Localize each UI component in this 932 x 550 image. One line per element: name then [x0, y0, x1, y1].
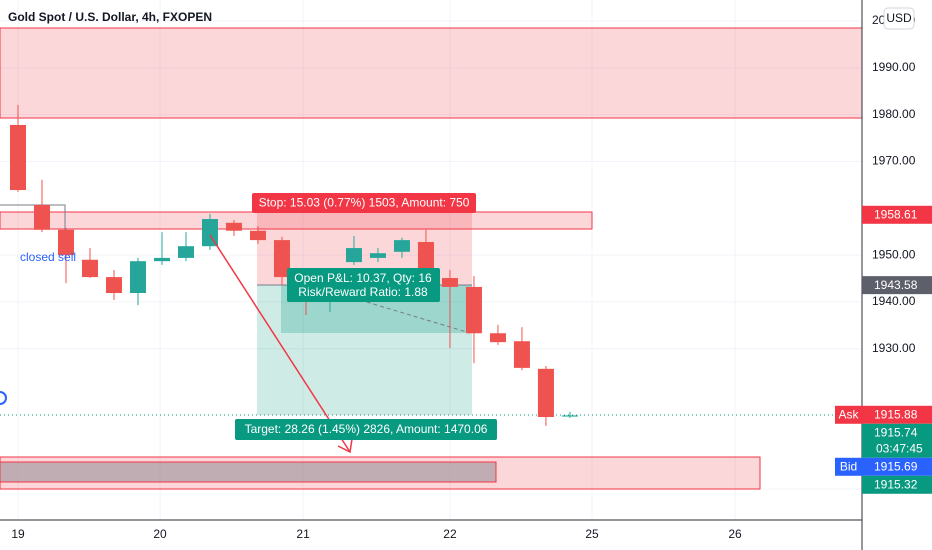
x-tick-label: 19	[11, 527, 25, 541]
candle-body	[153, 257, 170, 262]
candle-body	[225, 222, 242, 231]
candle-body	[105, 277, 122, 293]
candle-body	[57, 229, 74, 256]
closed-label: closed sell	[20, 250, 76, 264]
candle-body	[513, 341, 530, 368]
candle-body	[345, 248, 362, 263]
candle-body	[489, 333, 506, 343]
price-label: 1958.61	[874, 207, 918, 221]
resistance-zone	[0, 27, 863, 119]
price-label-box	[862, 475, 932, 494]
candle-body	[201, 219, 218, 247]
price-label: 1943.58	[874, 278, 918, 292]
price-label-box	[862, 423, 932, 458]
price-label-box	[862, 457, 932, 476]
candle-body	[441, 278, 458, 287]
candle-body	[273, 240, 290, 278]
price-label: 1915.88	[874, 407, 918, 421]
candle-body	[417, 241, 434, 277]
candle-body	[177, 246, 194, 258]
candle-body	[33, 205, 50, 230]
arrow	[209, 234, 351, 453]
candle-body	[369, 253, 386, 258]
x-tick-label: 26	[728, 527, 742, 541]
candle-body	[81, 259, 98, 278]
candle-body	[129, 261, 146, 293]
closed-bracket	[0, 204, 66, 230]
pnl-label-box	[287, 268, 440, 302]
stop-label: Stop: 15.03 (0.77%) 1503, Amount: 750	[259, 196, 470, 210]
candle-body	[537, 368, 554, 418]
price-label-box	[862, 276, 932, 295]
price-label: 1915.74	[874, 425, 918, 439]
price-label-box	[862, 405, 932, 424]
price-label: 1915.69	[874, 459, 918, 473]
candle-body	[393, 240, 410, 252]
price-label-prefix: Ask	[838, 407, 859, 421]
y-tick-label: 1990.00	[872, 60, 916, 74]
target-area	[257, 285, 472, 415]
y-tick-label: 1930.00	[872, 341, 916, 355]
marker	[0, 391, 7, 405]
price-label-box	[862, 205, 932, 224]
target-label-box	[235, 419, 497, 440]
price-label-prefix: Bid	[840, 459, 857, 473]
inner-zone	[0, 461, 497, 483]
price-label: 1915.32	[874, 477, 918, 491]
candle-body	[561, 415, 578, 417]
pnl-label: Open P&L: 10.37, Qty: 16	[294, 271, 432, 285]
target-label: Target: 28.26 (1.45%) 2826, Amount: 1470…	[245, 422, 488, 436]
y-tick-label: 1980.00	[872, 107, 916, 121]
x-tick-label: 25	[585, 527, 599, 541]
countdown: 03:47:45	[876, 441, 923, 455]
candle-body	[465, 286, 482, 334]
arrow-head	[337, 438, 353, 454]
time-axis	[0, 520, 862, 550]
y-tick-label: 1970.00	[872, 154, 916, 168]
candle-body	[9, 124, 26, 191]
currency-button[interactable]	[883, 7, 915, 30]
pnl-line	[359, 299, 471, 334]
x-tick-label: 21	[296, 527, 310, 541]
candle-body	[249, 230, 266, 241]
y-tick-label: 1950.00	[872, 247, 916, 261]
x-tick-label: 20	[153, 527, 167, 541]
price-label-prefix-box	[835, 457, 862, 476]
y-tick-label: 1940.00	[872, 294, 916, 308]
price-label-prefix-box	[835, 405, 862, 424]
currency[interactable]: USD	[886, 11, 912, 25]
chart-title: Gold Spot / U.S. Dollar, 4h, FXOPEN	[8, 10, 212, 24]
rr-label: Risk/Reward Ratio: 1.88	[298, 285, 428, 299]
stop-label-box	[252, 193, 476, 213]
x-tick-label: 22	[443, 527, 457, 541]
